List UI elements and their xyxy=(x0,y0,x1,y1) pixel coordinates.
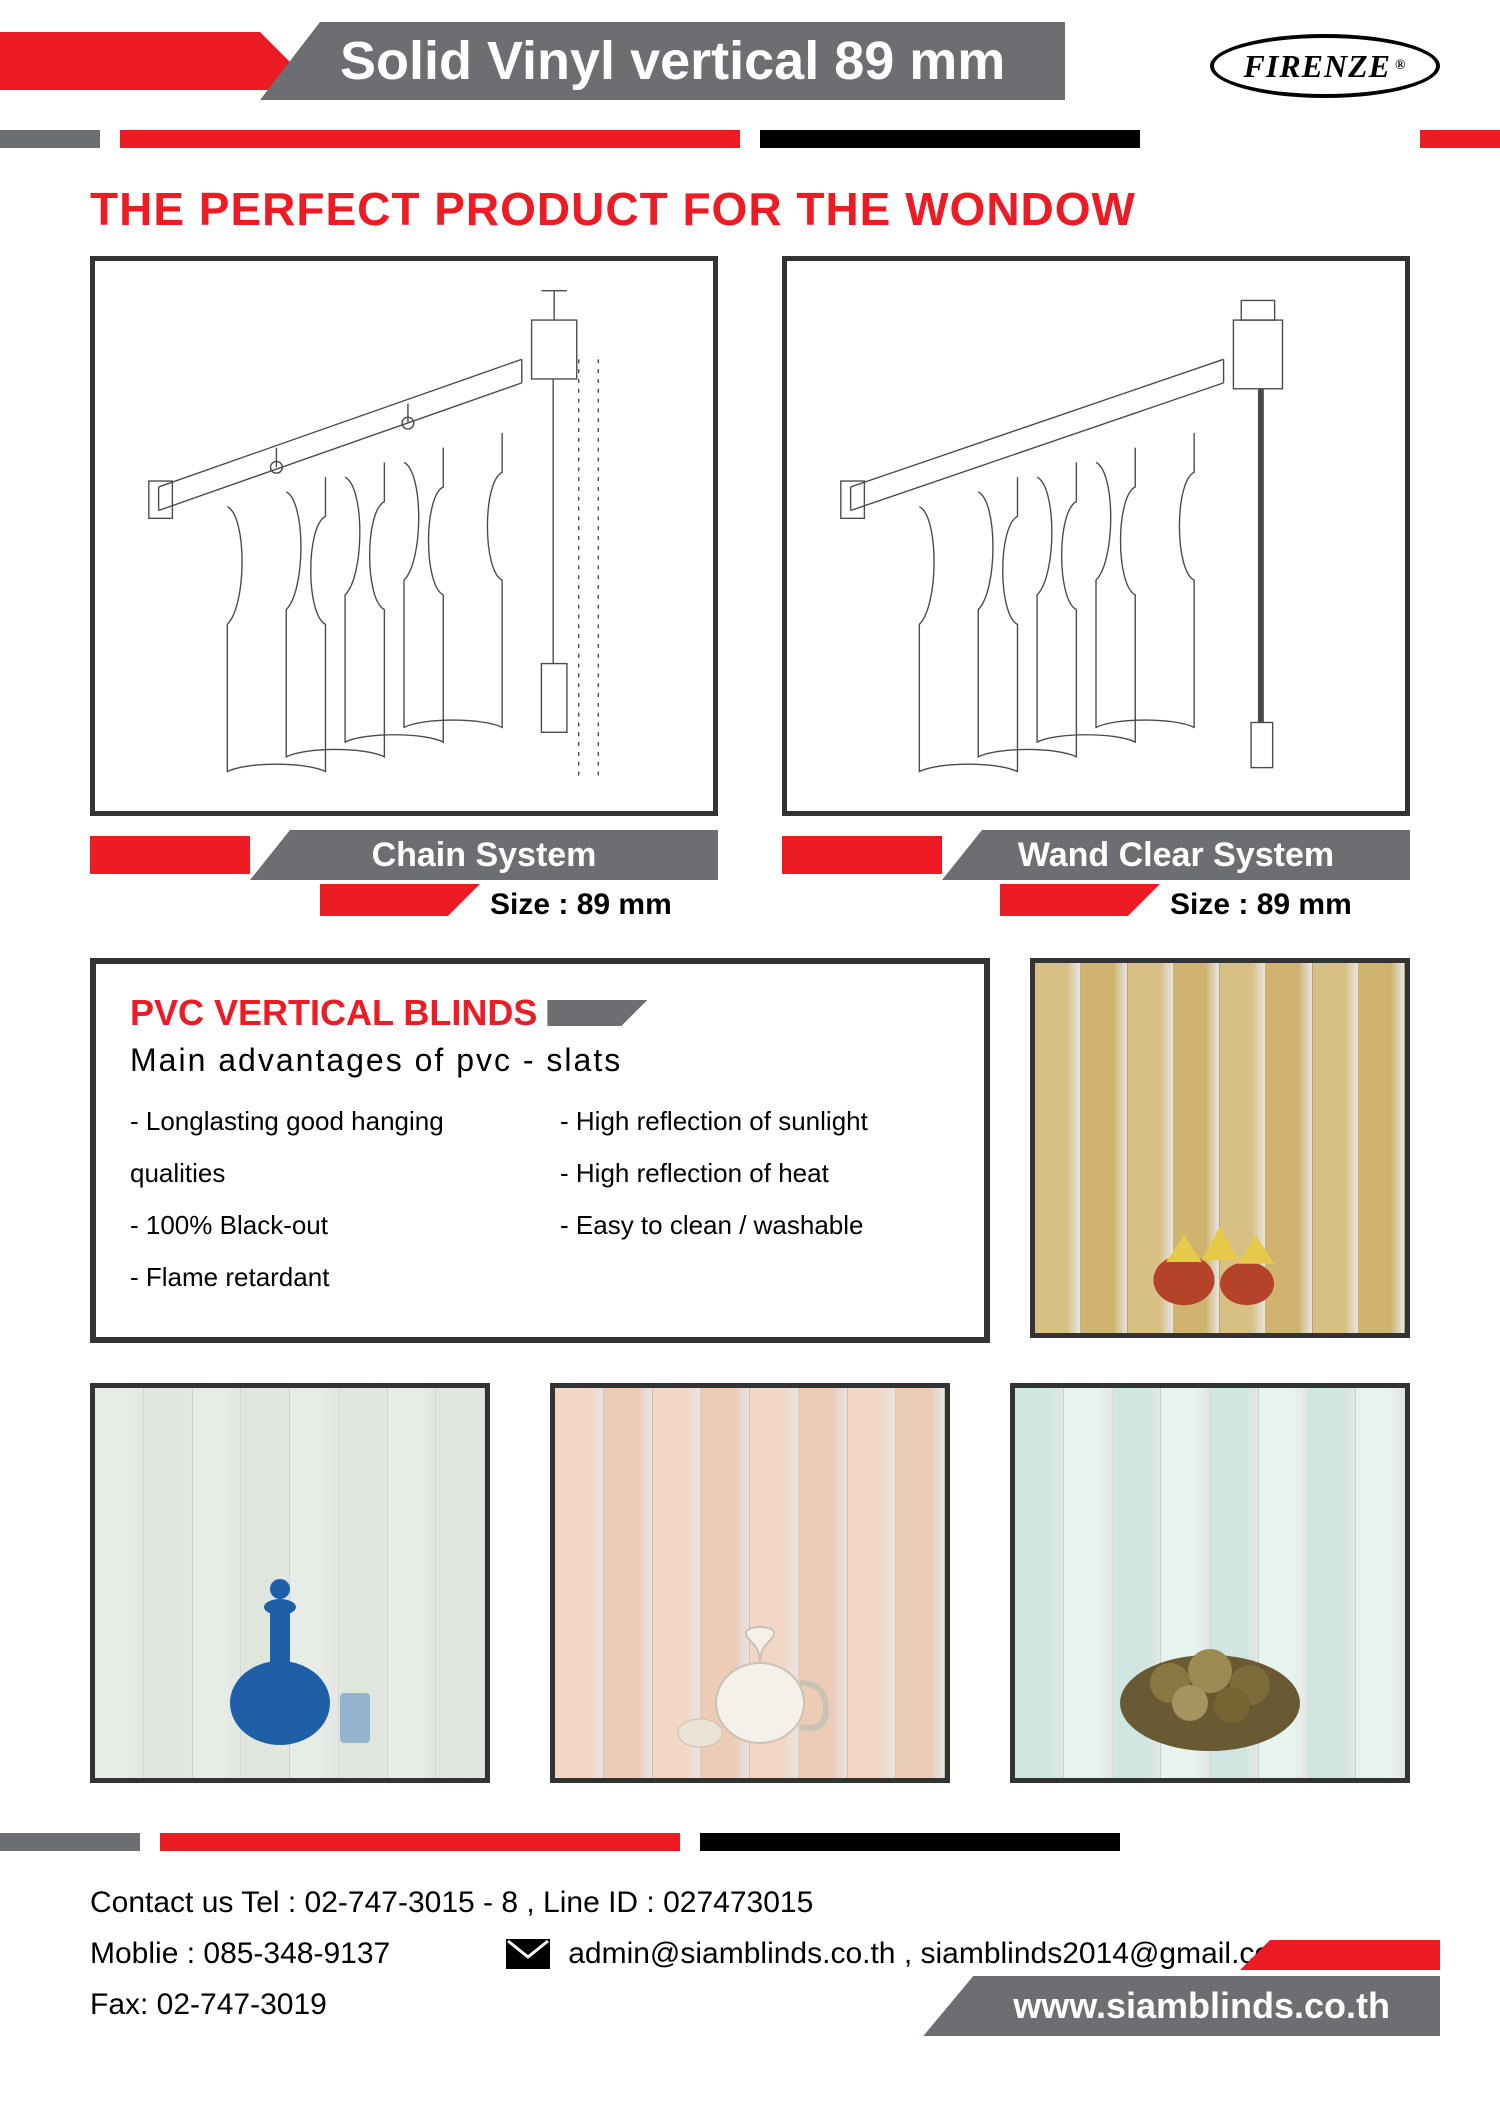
contact-mobile: Moblie : 085-348-9137 xyxy=(90,1928,390,1979)
pvc-subtitle: Main advantages of pvc - slats xyxy=(130,1042,950,1079)
main-content: THE PERFECT PRODUCT FOR THE WONDOW xyxy=(0,154,1500,1783)
product-photo xyxy=(1030,958,1410,1338)
envelope-icon xyxy=(506,1939,550,1969)
diagram-frame xyxy=(90,256,718,816)
divider-bar xyxy=(0,1833,140,1851)
footer: Contact us Tel : 02-747-3015 - 8 , Line … xyxy=(0,1833,1500,2030)
pvc-row: PVC VERTICAL BLINDS Main advantages of p… xyxy=(90,958,1410,1343)
product-photo xyxy=(550,1383,950,1783)
contact-email: admin@siamblinds.co.th , siamblinds2014@… xyxy=(568,1928,1296,1979)
diagram-label: Wand Clear System xyxy=(942,830,1410,880)
pvc-info-box: PVC VERTICAL BLINDS Main advantages of p… xyxy=(90,958,990,1343)
advantage-item: Easy to clean / washable xyxy=(560,1199,950,1251)
divider-bar xyxy=(120,130,740,148)
diagram-row: Chain System xyxy=(90,256,1410,880)
contact-tel-line: Contact us Tel : 02-747-3015 - 8 , Line … xyxy=(90,1877,1410,1928)
size-accent xyxy=(320,884,480,916)
diagram-label-bar: Chain System xyxy=(90,830,718,880)
size-label: Size : 89 mm xyxy=(1170,888,1352,922)
diagram-label-bar: Wand Clear System xyxy=(782,830,1410,880)
divider-bar xyxy=(160,1833,680,1851)
header: Solid Vinyl vertical 89 mm FIRENZE® xyxy=(0,0,1500,120)
advantage-item: 100% Black-out xyxy=(130,1199,520,1251)
size-row: Size : 89 mm Size : 89 mm xyxy=(90,880,1410,928)
diagram-wand: Wand Clear System xyxy=(782,256,1410,880)
pvc-title: PVC VERTICAL BLINDS xyxy=(130,992,657,1034)
website-url: www.siamblinds.co.th xyxy=(923,1976,1440,2036)
advantages-col-left: Longlasting good hanging qualities 100% … xyxy=(130,1095,520,1303)
label-accent xyxy=(90,836,250,874)
advantage-item: Longlasting good hanging qualities xyxy=(130,1095,520,1199)
header-red-accent xyxy=(0,32,260,90)
advantage-item: High reflection of heat xyxy=(560,1147,950,1199)
registered-mark: ® xyxy=(1395,58,1406,74)
gallery-row xyxy=(90,1383,1410,1783)
advantages-col-right: High reflection of sunlight High reflect… xyxy=(560,1095,950,1303)
footer-divider-row xyxy=(0,1833,1500,1859)
divider-bar xyxy=(1420,130,1500,148)
header-divider-row xyxy=(0,130,1500,154)
label-accent xyxy=(782,836,942,874)
url-accent xyxy=(1240,1940,1440,1970)
divider-bar xyxy=(0,130,100,148)
diagram-label: Chain System xyxy=(250,830,718,880)
page: Solid Vinyl vertical 89 mm FIRENZE® THE … xyxy=(0,0,1500,2123)
diagram-illustration xyxy=(105,271,703,801)
diagram-chain: Chain System xyxy=(90,256,718,880)
advantage-item: Flame retardant xyxy=(130,1251,520,1303)
divider-bar xyxy=(700,1833,1120,1851)
contact-mobile-email: Moblie : 085-348-9137 admin@siamblinds.c… xyxy=(90,1928,1410,1979)
divider-bar xyxy=(760,130,1140,148)
brand-logo: FIRENZE® xyxy=(1210,34,1440,98)
product-photo xyxy=(90,1383,490,1783)
advantages: Longlasting good hanging qualities 100% … xyxy=(130,1095,950,1303)
brand-name: FIRENZE xyxy=(1244,48,1391,85)
size-label: Size : 89 mm xyxy=(490,888,672,922)
size-accent xyxy=(1000,884,1160,916)
section-title: THE PERFECT PRODUCT FOR THE WONDOW xyxy=(90,182,1410,236)
advantage-item: High reflection of sunlight xyxy=(560,1095,950,1147)
diagram-illustration xyxy=(797,271,1395,801)
diagram-frame xyxy=(782,256,1410,816)
product-title: Solid Vinyl vertical 89 mm xyxy=(260,22,1065,100)
product-photo xyxy=(1010,1383,1410,1783)
